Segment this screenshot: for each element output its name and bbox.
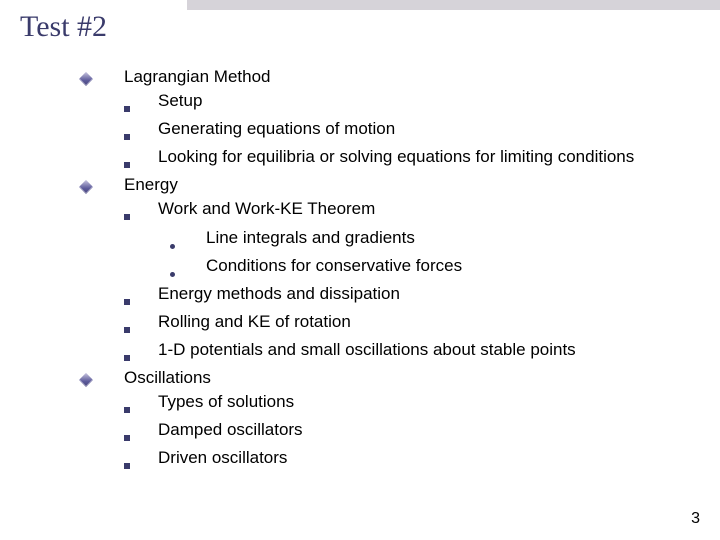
square-icon	[114, 453, 140, 475]
list-item: Driven oscillators	[74, 447, 674, 475]
list-item: Work and Work-KE Theorem	[74, 198, 674, 226]
square-icon	[114, 397, 140, 419]
list-item-text: Line integrals and gradients	[184, 227, 674, 249]
square-icon	[114, 152, 140, 174]
list-item: Generating equations of motion	[74, 118, 674, 146]
diamond-icon	[68, 176, 104, 198]
list-item-text: Damped oscillators	[140, 419, 674, 441]
dot-icon	[160, 261, 184, 283]
list-item: Energy	[74, 174, 674, 198]
diamond-icon	[68, 369, 104, 391]
list-item-text: Setup	[140, 90, 674, 112]
list-item: Setup	[74, 90, 674, 118]
list-item: Looking for equilibria or solving equati…	[74, 146, 674, 174]
diamond-icon	[68, 68, 104, 90]
list-item-text: Looking for equilibria or solving equati…	[140, 146, 674, 168]
list-item-text: Lagrangian Method	[104, 66, 674, 88]
list-item: Lagrangian Method	[74, 66, 674, 90]
square-icon	[114, 317, 140, 339]
list-item: Energy methods and dissipation	[74, 283, 674, 311]
list-item-text: Types of solutions	[140, 391, 674, 413]
list-item: Damped oscillators	[74, 419, 674, 447]
list-item: Rolling and KE of rotation	[74, 311, 674, 339]
slide-body: Lagrangian Method Setup Generating equat…	[74, 66, 674, 475]
square-icon	[114, 289, 140, 311]
list-item-text: Rolling and KE of rotation	[140, 311, 674, 333]
list-item: Types of solutions	[74, 391, 674, 419]
square-icon	[114, 425, 140, 447]
list-item-text: 1-D potentials and small oscillations ab…	[140, 339, 674, 361]
list-item: Line integrals and gradients	[74, 227, 674, 255]
list-item-text: Oscillations	[104, 367, 674, 389]
square-icon	[114, 204, 140, 226]
list-item: Oscillations	[74, 367, 674, 391]
square-icon	[114, 124, 140, 146]
square-icon	[114, 345, 140, 367]
list-item-text: Energy methods and dissipation	[140, 283, 674, 305]
slide-title: Test #2	[20, 10, 107, 44]
slide: Test #2 Lagrangian Method Setup Generati…	[0, 0, 720, 540]
list-item-text: Energy	[104, 174, 674, 196]
square-icon	[114, 96, 140, 118]
list-item: Conditions for conservative forces	[74, 255, 674, 283]
list-item-text: Work and Work-KE Theorem	[140, 198, 674, 220]
list-item: 1-D potentials and small oscillations ab…	[74, 339, 674, 367]
list-item-text: Generating equations of motion	[140, 118, 674, 140]
list-item-text: Conditions for conservative forces	[184, 255, 674, 277]
top-bar-decoration	[0, 0, 720, 10]
list-item-text: Driven oscillators	[140, 447, 674, 469]
page-number: 3	[691, 510, 700, 528]
dot-icon	[160, 233, 184, 255]
